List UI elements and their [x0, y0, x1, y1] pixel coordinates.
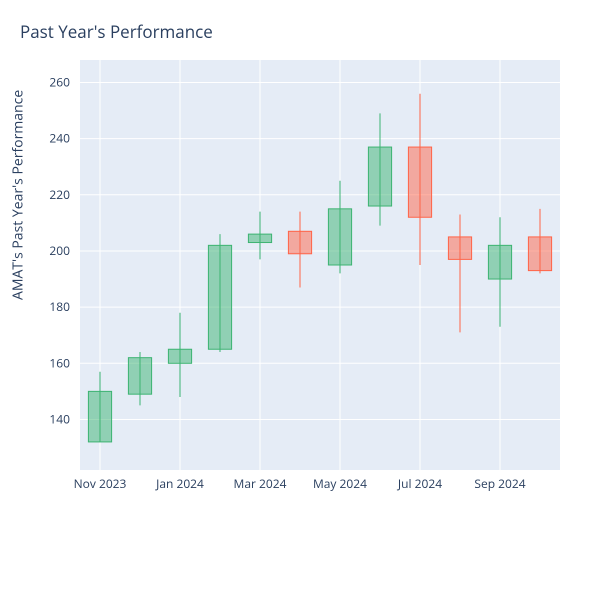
candle-body — [488, 245, 511, 279]
candle-body — [288, 231, 311, 253]
candle-body — [168, 349, 191, 363]
candle-body — [368, 147, 391, 206]
x-tick-label: Sep 2024 — [474, 475, 525, 492]
x-tick-label: Jan 2024 — [155, 475, 204, 492]
y-tick-label: 160 — [49, 354, 70, 371]
candlestick-plot: 140 160 180 200 220 240 260 Nov 2023 Jan 2024 Mar… — [0, 0, 600, 600]
x-tick-label: Nov 2023 — [74, 475, 127, 492]
x-tick-label: Jul 2024 — [397, 475, 442, 492]
y-tick-label: 180 — [49, 298, 70, 315]
candle-body — [88, 391, 111, 442]
x-tick-label: Mar 2024 — [234, 475, 287, 492]
candle-body — [208, 245, 231, 349]
y-tick-label: 200 — [49, 242, 70, 259]
y-tick-label: 240 — [49, 130, 70, 147]
candle-body — [328, 209, 351, 265]
candle-body — [448, 237, 471, 259]
candle-body — [248, 234, 271, 242]
y-tick-label: 260 — [49, 73, 70, 90]
x-tick-label: May 2024 — [313, 475, 367, 492]
y-tick-label: 220 — [49, 186, 70, 203]
candle-body — [408, 147, 431, 217]
candle-body — [528, 237, 551, 271]
candle-body — [128, 358, 151, 395]
y-tick-label: 140 — [49, 410, 70, 427]
